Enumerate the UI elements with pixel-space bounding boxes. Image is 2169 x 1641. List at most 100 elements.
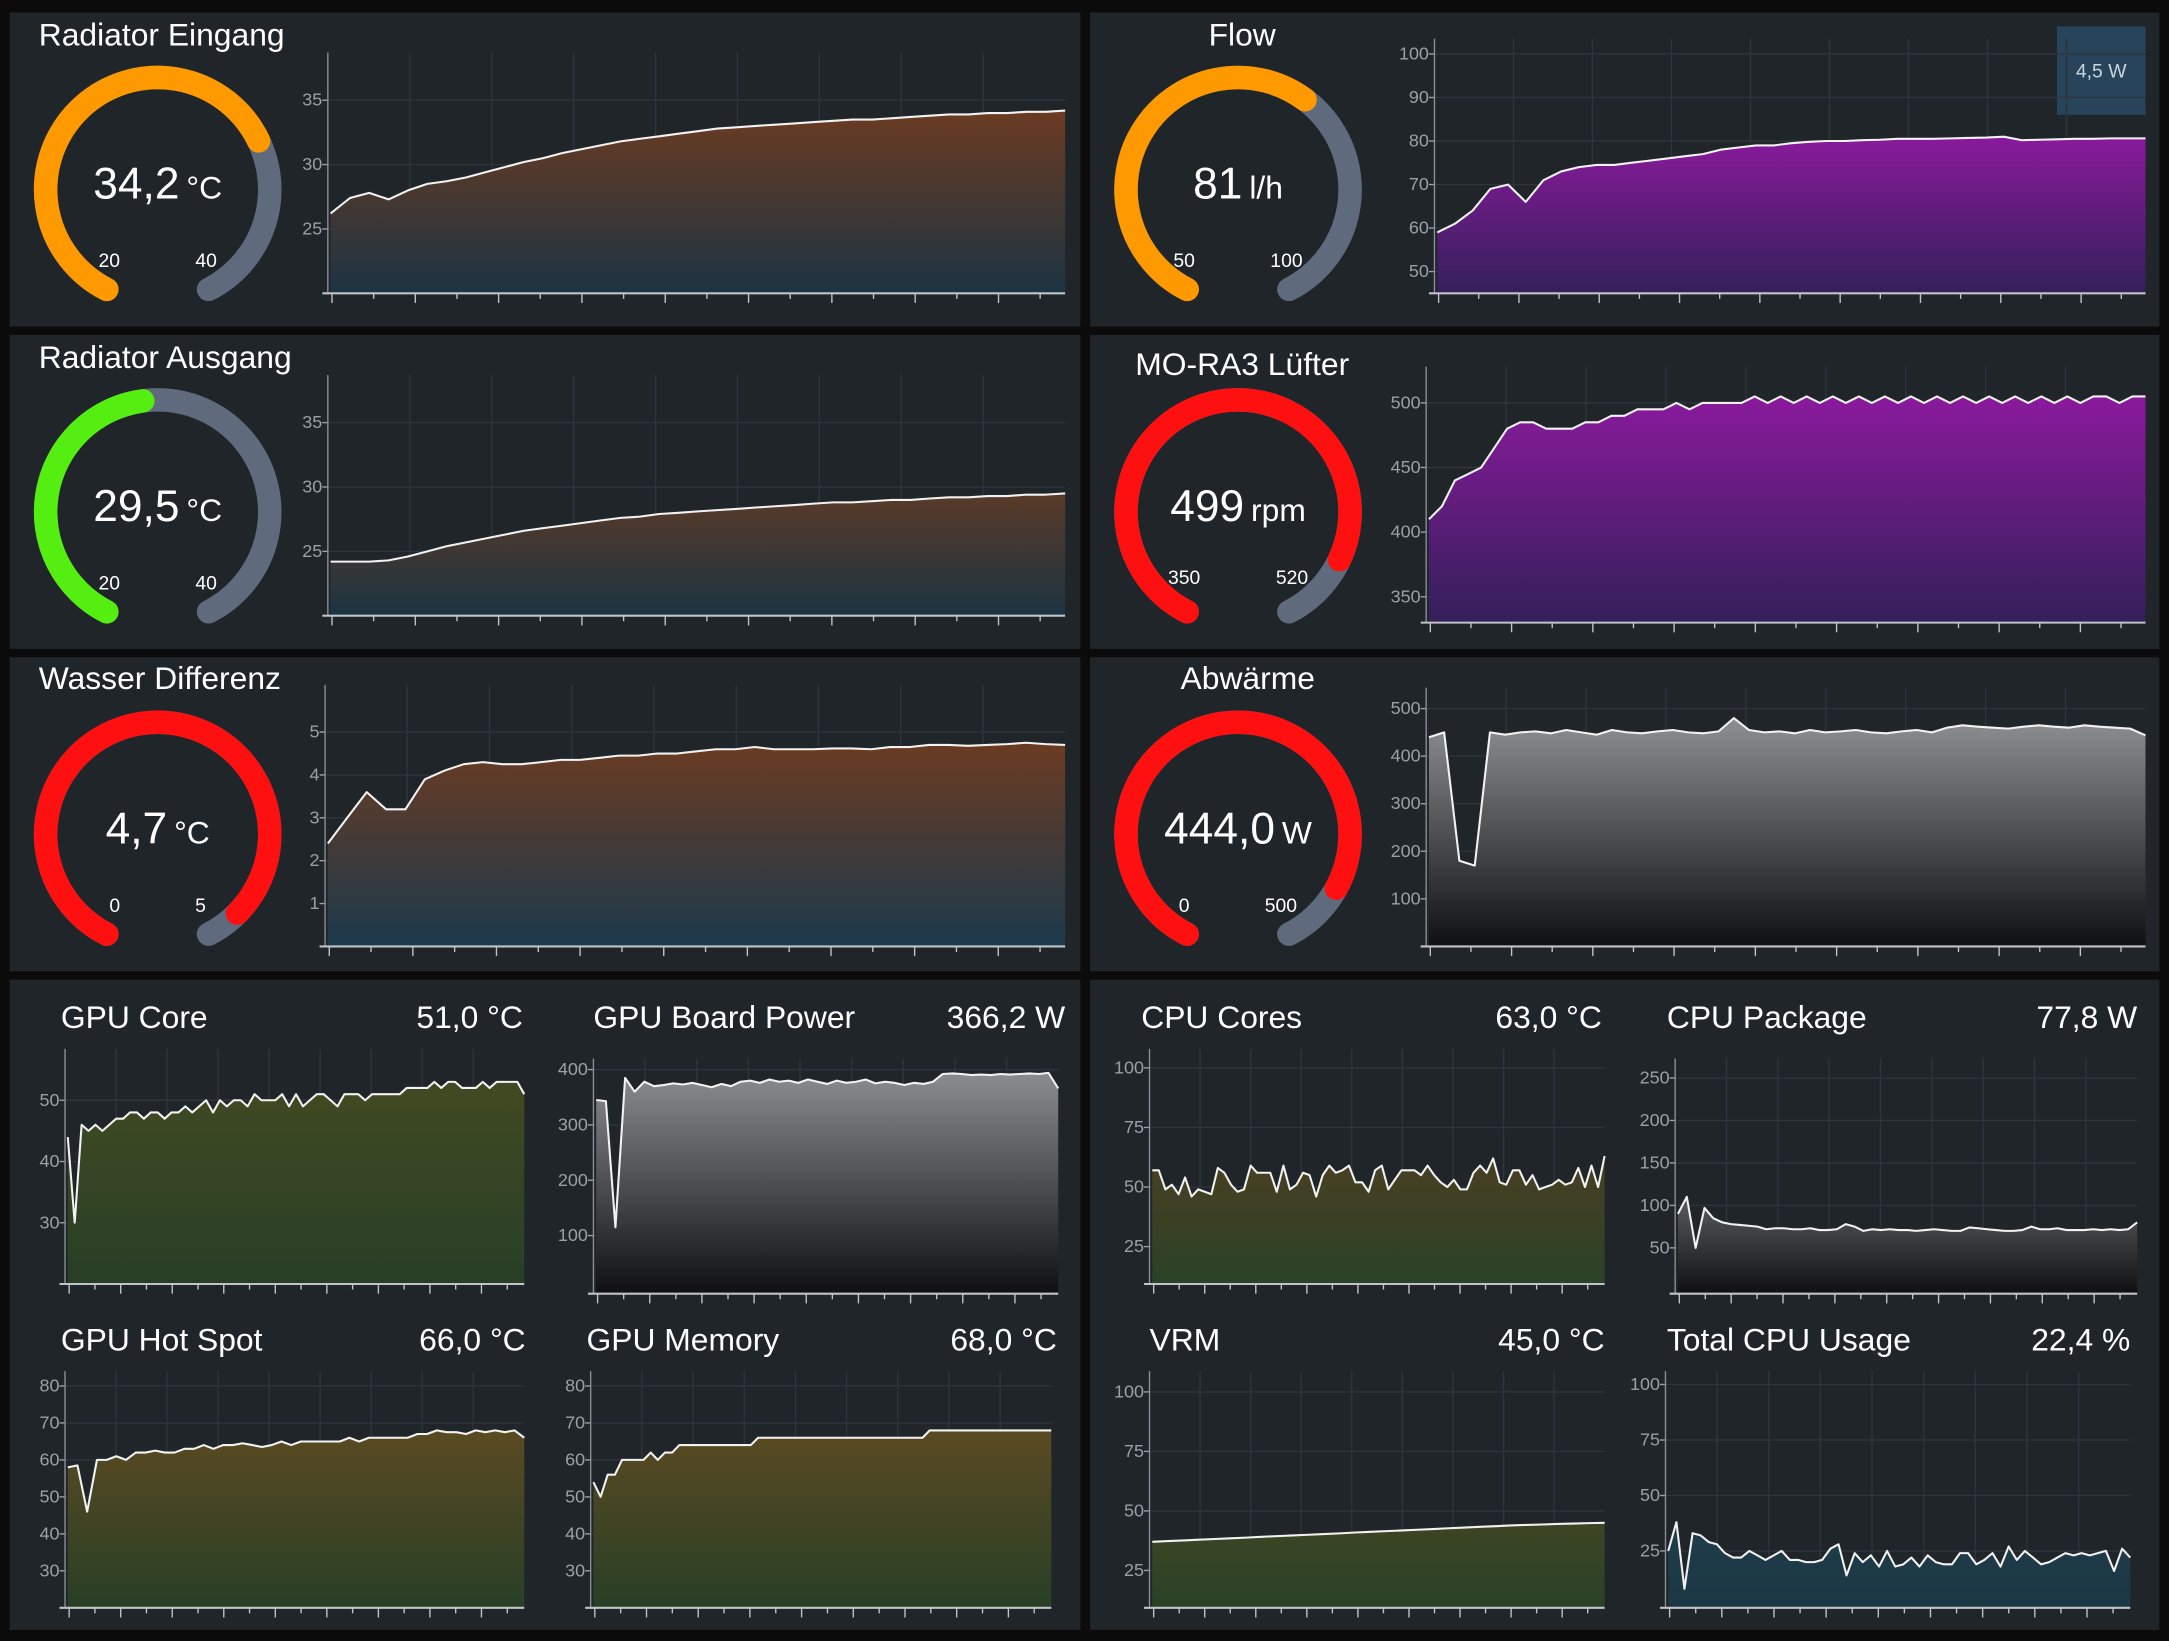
gauge-min-label: 20 <box>98 571 121 594</box>
series-area <box>1428 396 2146 623</box>
flow-power-badge: 4,5 W <box>2056 26 2146 115</box>
gauge-min-label: 20 <box>98 249 121 272</box>
series-line <box>592 1429 1052 1498</box>
series-area <box>1668 1522 2131 1608</box>
value-vrm: 45,0 °C <box>1498 1321 1605 1358</box>
y-tick-label: 75 <box>1124 1117 1144 1137</box>
title-cpu-cores: CPU Cores <box>1141 998 1303 1035</box>
y-tick-label: 40 <box>39 1151 59 1171</box>
title-gpu-memory: GPU Memory <box>586 1321 780 1358</box>
y-tick-label: 300 <box>558 1114 588 1134</box>
gauge-fill-flow <box>1114 65 1317 302</box>
series-area <box>1428 718 2146 947</box>
gauge-value-mora3-luefter: 499 rpm <box>1170 481 1306 532</box>
title-wasser-differenz: Wasser Differenz <box>38 659 281 696</box>
y-tick-label: 50 <box>39 1486 59 1506</box>
y-tick-label: 250 <box>1640 1068 1670 1088</box>
y-tick-label: 100 <box>1399 44 1429 64</box>
value-gpu-board-power: 366,2 W <box>946 998 1066 1035</box>
y-tick-label: 70 <box>39 1412 59 1432</box>
gauge-max-label: 500 <box>1264 893 1298 916</box>
chart-gpu-memory: 30 40 50 60 70 80 <box>565 1371 1052 1618</box>
title-gpu-core: GPU Core <box>60 998 208 1035</box>
y-tick-label: 150 <box>1640 1152 1670 1172</box>
chart-gpu-board-power: 100 200 300 400 <box>558 1058 1060 1304</box>
chart-gpu-core: 30 40 50 <box>39 1048 526 1294</box>
series-line <box>330 492 1066 563</box>
chart-total-cpu-usage: 25 50 75 100 <box>1630 1371 2132 1618</box>
gauge-fill-radiator-ausgang <box>33 389 155 624</box>
gauge-unit: °C <box>186 169 223 206</box>
y-tick-label: 400 <box>1391 746 1421 766</box>
title-gpu-hot-spot: GPU Hot Spot <box>60 1321 263 1358</box>
y-tick-label: 4 <box>310 764 320 784</box>
y-tick-label: 100 <box>1114 1057 1144 1077</box>
series-line <box>67 1429 525 1513</box>
series-area <box>1152 1522 1605 1608</box>
title-abwaerme: Abwärme <box>1180 659 1315 696</box>
y-tick-label: 80 <box>565 1376 585 1396</box>
series-area <box>1437 136 2146 294</box>
gauge-value-text: 499 <box>1170 480 1245 531</box>
title-total-cpu-usage: Total CPU Usage <box>1666 1321 1911 1358</box>
y-tick-label: 25 <box>302 541 322 561</box>
series-line <box>329 109 1066 215</box>
gauge-max-label: 40 <box>195 571 217 594</box>
y-tick-label: 200 <box>1391 841 1421 861</box>
y-tick-label: 60 <box>565 1449 585 1469</box>
value-cpu-package: 77,8 W <box>2036 998 2138 1035</box>
series-area <box>330 110 1066 294</box>
y-tick-label: 25 <box>1124 1236 1144 1256</box>
gauge-min-label: 0 <box>1178 893 1190 916</box>
series-line <box>66 1080 526 1224</box>
y-tick-label: 100 <box>1391 888 1421 908</box>
series-line <box>327 741 1066 845</box>
gauge-value-text: 444,0 <box>1164 803 1275 854</box>
y-tick-label: 70 <box>1409 174 1429 194</box>
value-total-cpu-usage: 22,4 % <box>2031 1321 2131 1358</box>
series-area <box>1152 1156 1605 1285</box>
gauge-unit: rpm <box>1251 491 1306 528</box>
series-line <box>1428 395 2146 521</box>
y-tick-label: 75 <box>1640 1430 1660 1450</box>
panel-cpu <box>1090 979 2160 1630</box>
series-line <box>1152 1155 1606 1198</box>
y-tick-label: 50 <box>39 1090 59 1110</box>
title-mora3-luefter: MO-RA3 Lüfter <box>1135 345 1350 382</box>
gauge-max-label: 5 <box>195 893 206 916</box>
y-tick-label: 350 <box>1391 586 1421 606</box>
gauge-value-radiator-ausgang: 29,5 °C <box>93 481 222 532</box>
y-tick-label: 35 <box>302 90 322 110</box>
gauge-value-text: 4,7 <box>105 803 168 854</box>
y-tick-label: 200 <box>1640 1110 1670 1130</box>
series-area <box>67 1430 525 1608</box>
series-area <box>67 1081 525 1285</box>
series-area <box>593 1430 1052 1608</box>
series-line <box>1152 1521 1605 1543</box>
y-tick-label: 30 <box>565 1560 585 1580</box>
y-tick-label: 50 <box>1124 1500 1144 1520</box>
value-cpu-cores: 63,0 °C <box>1495 998 1602 1035</box>
y-tick-label: 100 <box>1630 1374 1660 1394</box>
series-line <box>1677 1195 2138 1249</box>
y-tick-label: 500 <box>1391 392 1421 412</box>
title-vrm: VRM <box>1149 1321 1221 1358</box>
y-tick-label: 35 <box>302 412 322 432</box>
title-radiator-ausgang: Radiator Ausgang <box>38 338 292 375</box>
gauge-max-label: 520 <box>1275 565 1309 589</box>
y-tick-label: 60 <box>39 1449 59 1469</box>
y-tick-label: 100 <box>558 1225 588 1245</box>
y-tick-label: 30 <box>302 154 322 174</box>
gauge-fill-wasser-differenz <box>33 710 282 946</box>
chart-vrm: 25 50 75 100 <box>1114 1371 1605 1618</box>
chart-radiator-eingang: 25 30 35 <box>302 52 1066 304</box>
y-tick-label: 400 <box>558 1059 588 1079</box>
chart-radiator-ausgang: 25 30 35 <box>302 374 1066 626</box>
y-tick-label: 100 <box>1640 1195 1670 1215</box>
y-tick-label: 40 <box>565 1523 585 1543</box>
chart-wasser-differenz: 1 2 3 4 5 <box>310 684 1066 957</box>
y-tick-label: 75 <box>1124 1441 1144 1461</box>
y-tick-label: 50 <box>1409 261 1429 281</box>
title-gpu-board-power: GPU Board Power <box>593 998 856 1035</box>
